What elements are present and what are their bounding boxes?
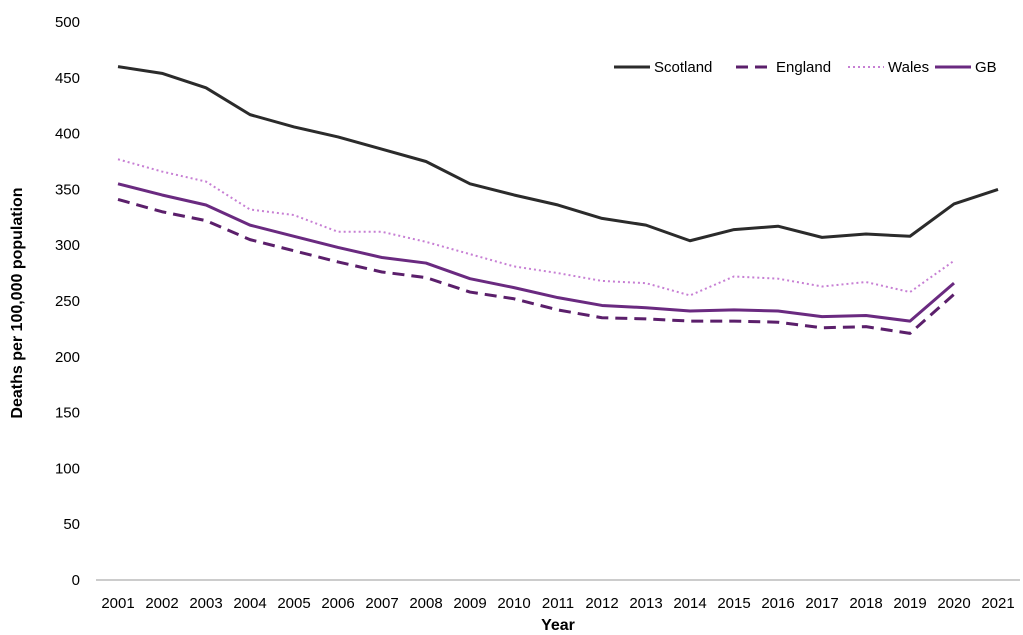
y-axis-title: Deaths per 100,000 population — [9, 187, 26, 418]
y-tick-label: 500 — [55, 14, 80, 31]
x-tick-label: 2012 — [585, 595, 618, 612]
x-tick-label: 2021 — [981, 595, 1014, 612]
y-tick-label: 100 — [55, 460, 80, 477]
y-tick-label: 50 — [63, 516, 80, 533]
y-tick-label: 400 — [55, 126, 80, 143]
y-tick-label: 450 — [55, 70, 80, 87]
legend: Scotland England Wales GB — [614, 59, 997, 76]
x-tick-label: 2008 — [409, 595, 442, 612]
series-line-england — [117, 197, 955, 335]
x-tick-label: 2003 — [189, 595, 222, 612]
x-tick-label: 2015 — [717, 595, 750, 612]
y-tick-label: 250 — [55, 293, 80, 310]
y-tick-label: 150 — [55, 405, 80, 422]
y-tick-label: 0 — [72, 572, 80, 589]
series-lines — [117, 65, 999, 335]
legend-label-wales: Wales — [888, 59, 929, 76]
y-axis-ticks: 0 50 100 150 200 250 300 350 400 450 500 — [55, 14, 80, 589]
series-line-scotland — [117, 65, 999, 243]
legend-label-scotland: Scotland — [654, 59, 712, 76]
x-tick-label: 2014 — [673, 595, 706, 612]
x-tick-label: 2004 — [233, 595, 266, 612]
x-tick-label: 2017 — [805, 595, 838, 612]
x-tick-label: 2001 — [101, 595, 134, 612]
y-tick-label: 350 — [55, 181, 80, 198]
series-line-wales — [117, 158, 955, 297]
legend-label-gb: GB — [975, 59, 997, 76]
x-tick-label: 2020 — [937, 595, 970, 612]
x-axis-title: Year — [541, 617, 575, 634]
y-tick-label: 200 — [55, 349, 80, 366]
y-tick-label: 300 — [55, 237, 80, 254]
x-tick-label: 2005 — [277, 595, 310, 612]
x-tick-label: 2013 — [629, 595, 662, 612]
series-line-gb — [117, 182, 955, 323]
x-tick-label: 2019 — [893, 595, 926, 612]
x-tick-label: 2018 — [849, 595, 882, 612]
x-tick-label: 2006 — [321, 595, 354, 612]
x-tick-label: 2002 — [145, 595, 178, 612]
legend-label-england: England — [776, 59, 831, 76]
x-tick-label: 2016 — [761, 595, 794, 612]
x-axis-ticks: 2001 2002 2003 2004 2005 2006 2007 2008 2009 2010… — [101, 595, 1014, 612]
x-tick-label: 2010 — [497, 595, 530, 612]
x-tick-label: 2007 — [365, 595, 398, 612]
x-tick-label: 2009 — [453, 595, 486, 612]
x-tick-label: 2011 — [542, 595, 574, 612]
